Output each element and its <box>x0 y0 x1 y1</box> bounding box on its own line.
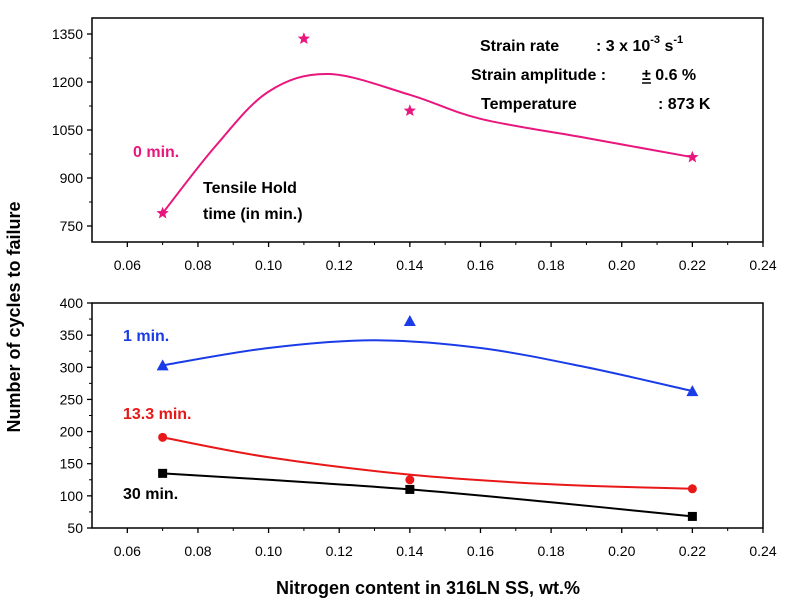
x-tick-label: 0.22 <box>679 257 706 273</box>
y-tick-label: 50 <box>67 520 83 536</box>
y-tick-label: 200 <box>60 424 84 440</box>
x-tick-label: 0.20 <box>608 257 635 273</box>
strain-amplitude-label: Strain amplitude : <box>471 67 606 84</box>
data-point <box>156 206 169 219</box>
y-tick-label: 100 <box>60 488 84 504</box>
x-axis-title: Nitrogen content in 316LN SS, wt.% <box>276 578 580 598</box>
strain-rate-unit-exponent: -1 <box>673 34 683 46</box>
temperature-label: Temperature <box>481 96 577 113</box>
y-axis-title: Number of cycles to failure <box>4 201 24 432</box>
series-13-3-min-: 13.3 min. <box>123 406 697 494</box>
x-tick-label: 0.24 <box>749 257 776 273</box>
legend-title-line2: time (in min.) <box>203 206 303 223</box>
y-tick-label: 1200 <box>52 74 83 90</box>
x-tick-label: 0.10 <box>255 257 282 273</box>
x-tick-label: 0.08 <box>184 257 211 273</box>
y-tick-label: 250 <box>60 391 84 407</box>
data-point <box>686 150 699 163</box>
data-point <box>687 511 697 521</box>
x-tick-label: 0.12 <box>326 257 353 273</box>
series-30-min-: 30 min. <box>123 468 697 521</box>
x-tick-label: 0.14 <box>396 257 423 273</box>
x-tick-label: 0.22 <box>679 543 706 559</box>
y-tick-label: 400 <box>60 295 84 311</box>
series-line <box>162 339 693 393</box>
bottom-plot-frame <box>91 302 764 529</box>
y-tick-label: 750 <box>60 218 84 234</box>
legend-title-line1: Tensile Hold <box>203 180 297 197</box>
x-tick-label: 0.20 <box>608 543 635 559</box>
data-point <box>686 385 699 397</box>
strain-rate-value: : 3 x 10-3 s-1 <box>596 34 683 55</box>
bottom-panel: 0.06 0.08 0.10 0.12 0.14 0.16 0.18 0.20 0.22 0.24… <box>60 295 777 559</box>
series-label: 30 min. <box>123 486 178 503</box>
x-tick-label: 0.10 <box>255 543 282 559</box>
top-axis-ticks: 0.06 0.08 0.10 0.12 0.14 0.16 0.18 0.20 0.22 0.24… <box>52 26 777 273</box>
data-point <box>297 32 311 45</box>
strain-rate-unit: s <box>660 38 673 55</box>
x-tick-label: 0.16 <box>467 543 494 559</box>
bottom-series: 1 min. 13.3 min. 30 min. <box>123 315 699 521</box>
data-point <box>158 468 168 478</box>
strain-rate-exponent: -3 <box>650 34 660 46</box>
x-tick-label: 0.16 <box>467 257 494 273</box>
series-0-min-: 0 min. <box>133 32 699 219</box>
x-tick-label: 0.06 <box>114 543 141 559</box>
data-point <box>687 484 697 494</box>
data-point <box>403 104 417 117</box>
series-label: 0 min. <box>133 144 179 161</box>
x-tick-label: 0.12 <box>326 543 353 559</box>
data-point <box>405 484 415 494</box>
x-tick-label: 0.18 <box>537 543 564 559</box>
series-line <box>161 72 693 214</box>
top-panel: 0.06 0.08 0.10 0.12 0.14 0.16 0.18 0.20 0.22 0.24… <box>52 17 777 273</box>
x-tick-label: 0.08 <box>184 543 211 559</box>
series-line <box>162 472 693 518</box>
x-tick-label: 0.18 <box>537 257 564 273</box>
top-series: 0 min. <box>133 32 699 219</box>
x-tick-label: 0.14 <box>396 543 423 559</box>
data-point <box>156 359 169 371</box>
series-label: 1 min. <box>123 328 169 345</box>
x-tick-label: 0.24 <box>749 543 776 559</box>
strain-rate-base: : 3 x 10 <box>596 38 650 55</box>
bottom-axis-ticks: 0.06 0.08 0.10 0.12 0.14 0.16 0.18 0.20 0.22 0.24… <box>60 295 777 559</box>
x-tick-label: 0.06 <box>114 257 141 273</box>
y-tick-label: 150 <box>60 456 84 472</box>
temperature-value: : 873 K <box>658 96 711 113</box>
y-tick-label: 900 <box>60 170 84 186</box>
y-tick-label: 350 <box>60 327 84 343</box>
y-tick-label: 1050 <box>52 122 83 138</box>
strain-rate-label: Strain rate <box>480 38 559 55</box>
strain-amplitude-value: ± 0.6 % <box>642 67 696 84</box>
y-tick-label: 300 <box>60 359 84 375</box>
data-point <box>158 432 168 442</box>
series-label: 13.3 min. <box>123 406 191 423</box>
data-point <box>405 475 415 485</box>
data-point <box>403 315 416 326</box>
y-tick-label: 1350 <box>52 26 83 42</box>
series-line <box>162 436 693 490</box>
series-1-min-: 1 min. <box>123 315 699 397</box>
